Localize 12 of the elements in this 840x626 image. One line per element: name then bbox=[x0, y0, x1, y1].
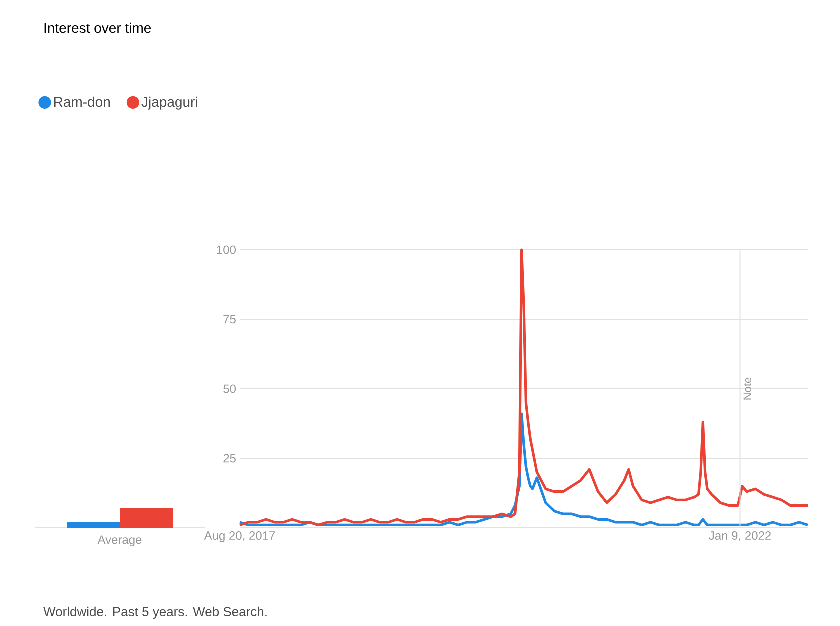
y-tick-label: 25 bbox=[224, 454, 236, 463]
x-tick-label: Aug 20, 2017 bbox=[204, 532, 276, 542]
text: Worldwide. Past 5 years. Web Search. bbox=[44, 606, 267, 620]
legend-label: Ram-don bbox=[54, 96, 110, 108]
x-tick-label: Average bbox=[98, 536, 142, 547]
chart-title: Interest over time bbox=[44, 22, 152, 34]
y-tick-label: 75 bbox=[224, 315, 236, 324]
x-tick-label: Jan 9, 2022 bbox=[709, 532, 772, 542]
ref-line-label: Note bbox=[744, 378, 752, 400]
y-tick-label: 50 bbox=[224, 384, 236, 394]
legend-label: Jjapaguri bbox=[142, 96, 198, 110]
y-tick-label: 100 bbox=[217, 246, 236, 254]
